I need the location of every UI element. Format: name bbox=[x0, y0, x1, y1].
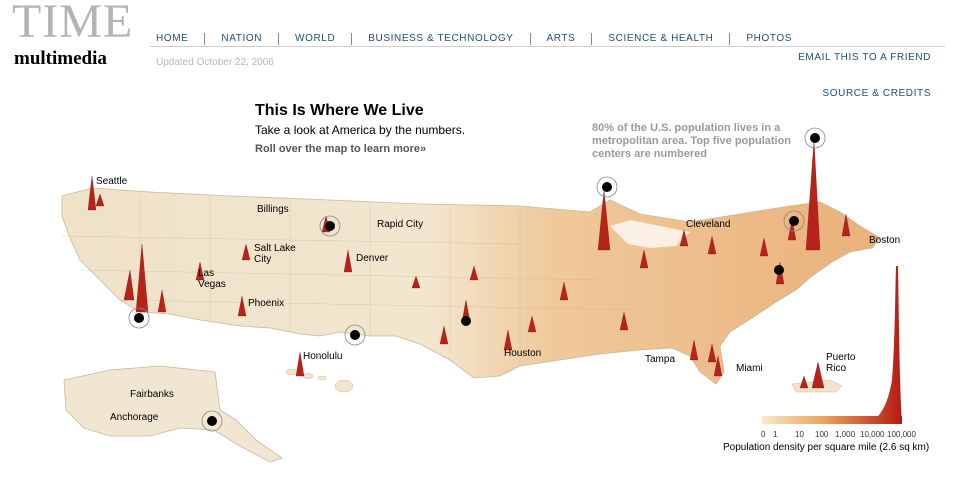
city-honolulu[interactable]: Honolulu bbox=[303, 351, 343, 362]
time-logo[interactable]: TIME bbox=[12, 0, 134, 48]
city-billings[interactable]: Billings bbox=[257, 204, 289, 215]
legend-tick-10000: 10,000 bbox=[860, 430, 885, 439]
city-anchorage[interactable]: Anchorage bbox=[110, 412, 159, 423]
nav-home[interactable]: HOME bbox=[156, 33, 189, 44]
marker-texas-west bbox=[344, 324, 366, 346]
hawaii-islands bbox=[285, 368, 354, 393]
city-puerto-rico[interactable]: Puerto Rico bbox=[826, 352, 856, 374]
marker-new-york bbox=[804, 127, 826, 149]
nav-arts[interactable]: ARTS bbox=[529, 33, 592, 45]
marker-wyoming bbox=[319, 215, 341, 237]
city-las-vegas[interactable]: Las Vegas bbox=[198, 268, 226, 290]
metro-note: 80% of the U.S. population lives in a me… bbox=[592, 122, 792, 160]
legend-tick-0: 0 bbox=[761, 430, 766, 439]
legend-tick-1000: 1,000 bbox=[835, 430, 856, 439]
marker-los-angeles bbox=[128, 307, 150, 329]
page-subtitle: Take a look at America by the numbers. bbox=[255, 123, 466, 137]
marker-washington bbox=[774, 265, 784, 275]
marker-new-jersey bbox=[783, 210, 805, 232]
city-seattle[interactable]: Seattle bbox=[96, 176, 128, 187]
legend-tick-1: 1 bbox=[773, 430, 778, 439]
nav-business-technology[interactable]: BUSINESS & TECHNOLOGY bbox=[351, 33, 529, 45]
city-phoenix[interactable]: Phoenix bbox=[248, 298, 285, 309]
legend-bar bbox=[762, 416, 902, 424]
legend-tick-10: 10 bbox=[795, 430, 804, 439]
city-salt-lake-city[interactable]: Salt Lake City bbox=[254, 243, 296, 265]
top-five-markers bbox=[128, 127, 826, 432]
rollover-hint[interactable]: Roll over the map to learn more» bbox=[255, 143, 427, 155]
city-tampa[interactable]: Tampa bbox=[645, 354, 676, 365]
email-friend-link[interactable]: EMAIL THIS TO A FRIEND bbox=[798, 52, 931, 63]
state-borders bbox=[61, 196, 641, 366]
city-houston[interactable]: Houston bbox=[504, 348, 542, 359]
city-rapid-city[interactable]: Rapid City bbox=[377, 219, 424, 230]
marker-chicago bbox=[596, 176, 618, 198]
nav-photos[interactable]: PHOTOS bbox=[729, 33, 808, 45]
nav-science-health[interactable]: SCIENCE & HEALTH bbox=[591, 33, 729, 45]
city-fairbanks[interactable]: Fairbanks bbox=[130, 389, 174, 400]
city-boston[interactable]: Boston bbox=[869, 235, 901, 246]
city-denver[interactable]: Denver bbox=[356, 253, 389, 264]
contiguous-us-shape bbox=[61, 187, 881, 385]
header-divider bbox=[150, 46, 945, 47]
nav-nation[interactable]: NATION bbox=[204, 33, 278, 45]
great-lakes bbox=[610, 220, 690, 248]
legend-caption: Population density per square mile (2.6 … bbox=[723, 442, 930, 453]
density-legend-chart bbox=[762, 266, 902, 424]
legend-curve bbox=[762, 266, 902, 422]
legend-tick-100: 100 bbox=[815, 430, 829, 439]
city-cleveland[interactable]: Cleveland bbox=[686, 219, 731, 230]
nav-world[interactable]: WORLD bbox=[278, 33, 351, 45]
marker-dallas bbox=[461, 316, 471, 326]
page-title: This Is Where We Live bbox=[255, 102, 424, 119]
main-nav: HOME NATION WORLD BUSINESS & TECHNOLOGY … bbox=[140, 32, 808, 46]
alaska-shape bbox=[63, 365, 283, 463]
multimedia-logo[interactable]: multimedia bbox=[14, 48, 107, 69]
source-credits-link[interactable]: SOURCE & CREDITS bbox=[822, 88, 931, 99]
city-miami[interactable]: Miami bbox=[736, 363, 763, 374]
updated-date: Updated October 22, 2006 bbox=[156, 57, 274, 68]
marker-alaska bbox=[201, 410, 223, 432]
legend-tick-100000: 100,000 bbox=[887, 430, 916, 439]
